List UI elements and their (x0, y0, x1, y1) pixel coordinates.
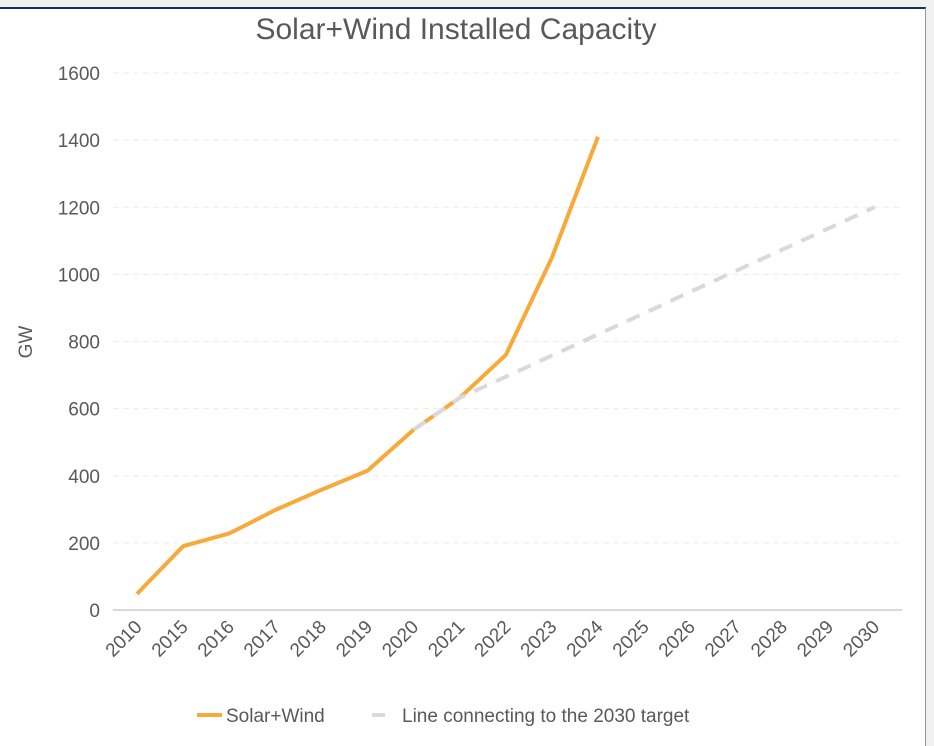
x-tick-label: 2025 (609, 617, 654, 662)
y-tick-label: 1600 (58, 64, 100, 85)
gridlines (113, 72, 902, 544)
series-lines (135, 136, 876, 596)
y-tick-label: 1000 (58, 265, 100, 286)
x-tick-label: 2010 (102, 617, 147, 662)
x-tick-label: 2022 (471, 617, 516, 662)
x-tick-label: 2016 (194, 617, 239, 662)
chart-frame (0, 7, 926, 746)
legend-item-target-line[interactable]: Line connecting to the 2030 target (372, 706, 690, 727)
x-tick-label: 2021 (424, 617, 469, 662)
y-tick-label: 1200 (58, 198, 100, 219)
x-tick-label: 2018 (286, 617, 331, 662)
x-tick-label: 2027 (701, 617, 746, 662)
x-tick-label: 2030 (839, 617, 884, 662)
y-axis-title: GW (16, 326, 37, 359)
chart-title: Solar+Wind Installed Capacity (255, 13, 656, 46)
x-tick-label: 2015 (148, 617, 193, 662)
x-tick-label: 2026 (655, 617, 700, 662)
x-tick-label: 2019 (332, 617, 377, 662)
y-axis-ticks: 0 200 400 600 800 1000 1200 1400 1600 (58, 64, 100, 622)
legend: Solar+Wind Line connecting to the 2030 t… (197, 706, 690, 727)
x-tick-label: 2028 (747, 617, 792, 662)
x-tick-label: 2020 (378, 617, 423, 662)
legend-item-solar-wind[interactable]: Solar+Wind (197, 706, 325, 727)
x-tick-label: 2029 (793, 617, 838, 662)
y-tick-label: 800 (68, 333, 100, 354)
y-tick-label: 600 (68, 400, 100, 421)
x-tick-label: 2024 (563, 616, 608, 661)
y-tick-label: 200 (68, 534, 100, 555)
x-axis-ticks: 2010 2015 2016 2017 2018 2019 2020 2021 2022 2023… (102, 616, 884, 661)
legend-label-target-line: Line connecting to the 2030 target (402, 706, 690, 727)
y-tick-label: 1400 (58, 131, 100, 152)
x-tick-label: 2017 (240, 617, 285, 662)
legend-label-solar-wind: Solar+Wind (226, 706, 325, 727)
y-tick-label: 400 (68, 467, 100, 488)
series-line-solar-wind[interactable] (135, 136, 600, 596)
series-line-target[interactable] (412, 205, 876, 432)
x-tick-label: 2023 (517, 617, 562, 662)
y-tick-label: 0 (89, 601, 100, 622)
